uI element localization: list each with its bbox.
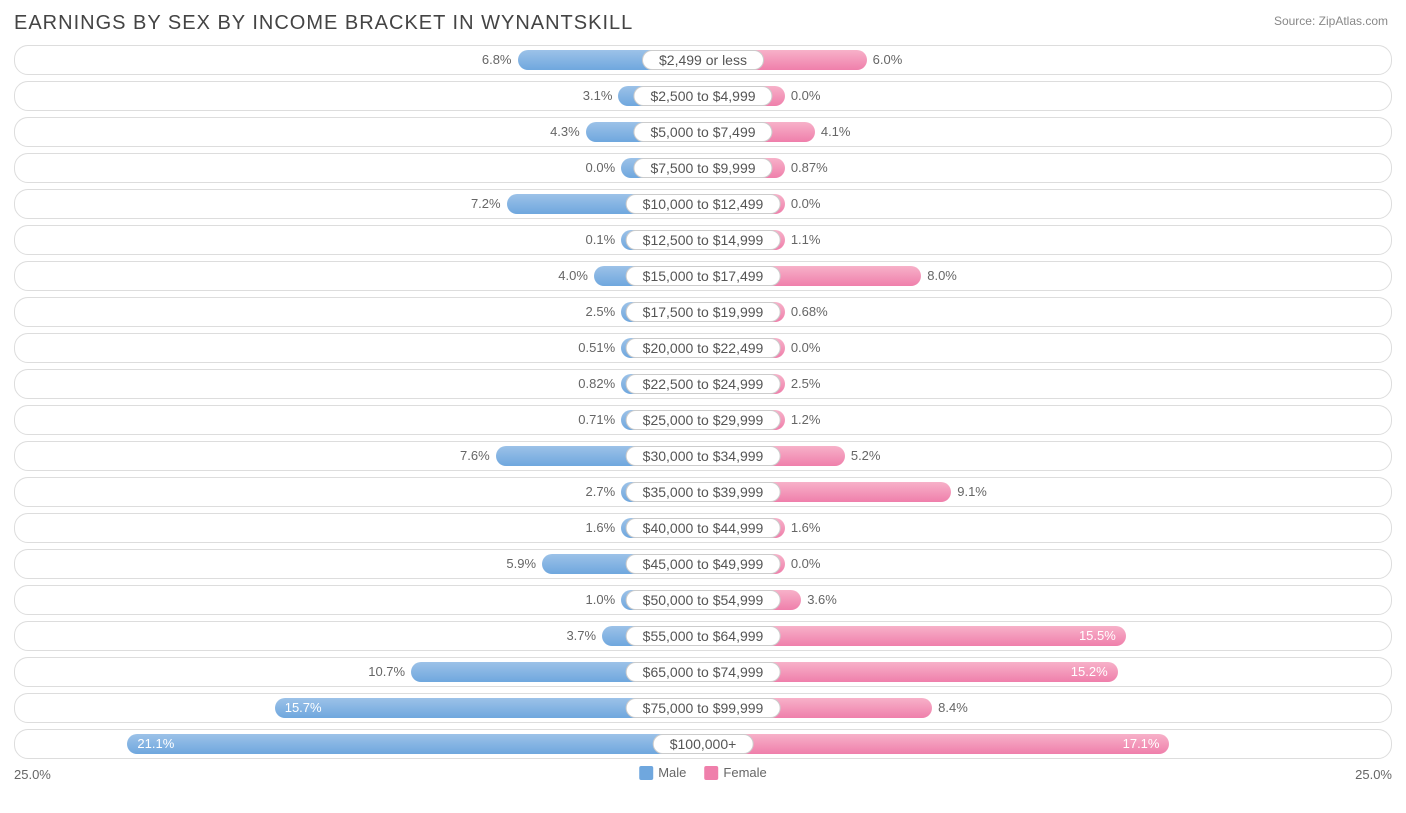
chart-row: 10.7% 15.2% $65,000 to $74,999 [14, 657, 1392, 687]
male-value-label: 1.6% [586, 516, 616, 540]
legend-female: Female [704, 765, 766, 780]
diverging-bar-chart: 6.8% 6.0% $2,499 or less 3.1% 0.0% $2,500 to … [14, 45, 1392, 759]
male-value-label: 4.0% [558, 264, 588, 288]
chart-row: 21.1% 17.1% $100,000+ [14, 729, 1392, 759]
category-label: $40,000 to $44,999 [626, 518, 781, 538]
female-bar [703, 734, 1169, 754]
legend: Male Female [639, 765, 767, 780]
chart-row: 0.1% 1.1% $12,500 to $14,999 [14, 225, 1392, 255]
male-value-label: 4.3% [550, 120, 580, 144]
male-value-label: 7.6% [460, 444, 490, 468]
female-value-label: 8.4% [938, 696, 968, 720]
category-label: $2,500 to $4,999 [633, 86, 772, 106]
axis-max-right: 25.0% [1355, 767, 1392, 782]
category-label: $22,500 to $24,999 [626, 374, 781, 394]
category-label: $65,000 to $74,999 [626, 662, 781, 682]
female-value-label: 0.0% [791, 192, 821, 216]
female-value-label: 1.1% [791, 228, 821, 252]
chart-row: 0.82% 2.5% $22,500 to $24,999 [14, 369, 1392, 399]
female-value-label: 0.87% [791, 156, 828, 180]
male-value-label: 0.51% [578, 336, 615, 360]
male-value-label: 21.1% [137, 732, 174, 756]
male-bar [127, 734, 703, 754]
category-label: $2,499 or less [642, 50, 764, 70]
chart-row: 3.7% 15.5% $55,000 to $64,999 [14, 621, 1392, 651]
category-label: $17,500 to $19,999 [626, 302, 781, 322]
female-value-label: 15.5% [1079, 624, 1116, 648]
male-value-label: 3.1% [583, 84, 613, 108]
female-value-label: 3.6% [807, 588, 837, 612]
female-value-label: 4.1% [821, 120, 851, 144]
female-value-label: 5.2% [851, 444, 881, 468]
male-value-label: 5.9% [506, 552, 536, 576]
male-value-label: 3.7% [566, 624, 596, 648]
female-value-label: 6.0% [873, 48, 903, 72]
source-label: Source: ZipAtlas.com [1274, 14, 1388, 28]
category-label: $55,000 to $64,999 [626, 626, 781, 646]
male-value-label: 0.0% [586, 156, 616, 180]
chart-row: 1.0% 3.6% $50,000 to $54,999 [14, 585, 1392, 615]
chart-row: 4.0% 8.0% $15,000 to $17,499 [14, 261, 1392, 291]
female-value-label: 0.0% [791, 552, 821, 576]
male-value-label: 1.0% [586, 588, 616, 612]
female-value-label: 0.0% [791, 84, 821, 108]
female-value-label: 8.0% [927, 264, 957, 288]
category-label: $45,000 to $49,999 [626, 554, 781, 574]
category-label: $50,000 to $54,999 [626, 590, 781, 610]
category-label: $15,000 to $17,499 [626, 266, 781, 286]
female-value-label: 0.0% [791, 336, 821, 360]
chart-row: 7.6% 5.2% $30,000 to $34,999 [14, 441, 1392, 471]
male-value-label: 0.71% [578, 408, 615, 432]
male-value-label: 15.7% [285, 696, 322, 720]
chart-row: 7.2% 0.0% $10,000 to $12,499 [14, 189, 1392, 219]
category-label: $7,500 to $9,999 [633, 158, 772, 178]
female-value-label: 0.68% [791, 300, 828, 324]
category-label: $10,000 to $12,499 [626, 194, 781, 214]
male-value-label: 2.7% [586, 480, 616, 504]
category-label: $25,000 to $29,999 [626, 410, 781, 430]
legend-male-label: Male [658, 765, 686, 780]
category-label: $20,000 to $22,499 [626, 338, 781, 358]
chart-row: 0.51% 0.0% $20,000 to $22,499 [14, 333, 1392, 363]
chart-footer: 25.0% Male Female 25.0% [14, 765, 1392, 789]
chart-row: 2.5% 0.68% $17,500 to $19,999 [14, 297, 1392, 327]
category-label: $5,000 to $7,499 [633, 122, 772, 142]
category-label: $35,000 to $39,999 [626, 482, 781, 502]
chart-row: 5.9% 0.0% $45,000 to $49,999 [14, 549, 1392, 579]
category-label: $12,500 to $14,999 [626, 230, 781, 250]
legend-male: Male [639, 765, 686, 780]
chart-row: 0.71% 1.2% $25,000 to $29,999 [14, 405, 1392, 435]
category-label: $75,000 to $99,999 [626, 698, 781, 718]
chart-title: EARNINGS BY SEX BY INCOME BRACKET IN WYN… [14, 12, 1392, 35]
female-value-label: 15.2% [1071, 660, 1108, 684]
chart-row: 6.8% 6.0% $2,499 or less [14, 45, 1392, 75]
chart-row: 3.1% 0.0% $2,500 to $4,999 [14, 81, 1392, 111]
male-value-label: 6.8% [482, 48, 512, 72]
chart-row: 2.7% 9.1% $35,000 to $39,999 [14, 477, 1392, 507]
category-label: $100,000+ [653, 734, 754, 754]
legend-female-label: Female [723, 765, 766, 780]
male-value-label: 10.7% [368, 660, 405, 684]
female-value-label: 2.5% [791, 372, 821, 396]
axis-max-left: 25.0% [14, 767, 51, 782]
chart-row: 4.3% 4.1% $5,000 to $7,499 [14, 117, 1392, 147]
chart-row: 15.7% 8.4% $75,000 to $99,999 [14, 693, 1392, 723]
male-value-label: 0.82% [578, 372, 615, 396]
male-swatch-icon [639, 766, 653, 780]
category-label: $30,000 to $34,999 [626, 446, 781, 466]
chart-row: 1.6% 1.6% $40,000 to $44,999 [14, 513, 1392, 543]
female-swatch-icon [704, 766, 718, 780]
female-value-label: 1.2% [791, 408, 821, 432]
chart-row: 0.0% 0.87% $7,500 to $9,999 [14, 153, 1392, 183]
female-value-label: 1.6% [791, 516, 821, 540]
female-value-label: 9.1% [957, 480, 987, 504]
male-value-label: 2.5% [586, 300, 616, 324]
female-value-label: 17.1% [1123, 732, 1160, 756]
male-value-label: 0.1% [586, 228, 616, 252]
male-value-label: 7.2% [471, 192, 501, 216]
